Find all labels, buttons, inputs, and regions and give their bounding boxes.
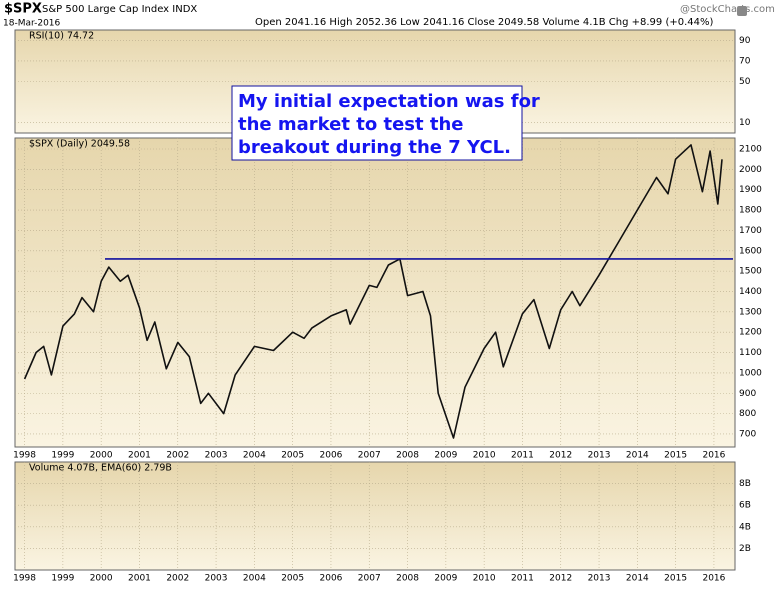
menu-icon[interactable] xyxy=(737,6,747,16)
y-tick-label: 70 xyxy=(739,56,751,66)
y-tick-label: 2000 xyxy=(739,165,762,175)
y-tick-label: 90 xyxy=(739,36,751,46)
x-tick-label: 2009 xyxy=(434,574,457,584)
x-tick-label: 1998 xyxy=(13,574,36,584)
quote: Open 2041.16 High 2052.36 Low 2041.16 Cl… xyxy=(255,17,713,28)
x-tick-label: 2002 xyxy=(166,451,189,461)
y-tick-label: 2100 xyxy=(739,144,762,154)
y-tick-label: 1700 xyxy=(739,226,762,236)
x-tick-label: 2000 xyxy=(90,451,113,461)
y-tick-label: 1400 xyxy=(739,287,762,297)
annotation-text: My initial expectation was for xyxy=(238,91,540,112)
annotation-text: breakout during the 7 YCL. xyxy=(238,137,511,158)
panel xyxy=(14,461,736,571)
x-tick-label: 2006 xyxy=(320,574,343,584)
panel-label: Volume 4.07B, EMA(60) 2.79B xyxy=(29,463,172,474)
annotation-box xyxy=(231,85,523,161)
y-tick-label: 2B xyxy=(739,544,751,554)
x-tick-label: 2000 xyxy=(90,574,113,584)
x-tick-label: 2005 xyxy=(281,451,304,461)
y-tick-label: 1600 xyxy=(739,246,762,256)
x-tick-label: 2016 xyxy=(702,574,725,584)
y-tick-label: 8B xyxy=(739,479,751,489)
y-tick-label: 6B xyxy=(739,501,751,511)
x-tick-label: 2002 xyxy=(166,574,189,584)
y-tick-label: 800 xyxy=(739,409,756,419)
x-tick-label: 2010 xyxy=(473,451,496,461)
y-tick-label: 50 xyxy=(739,77,751,87)
y-tick-label: 1100 xyxy=(739,348,762,358)
x-tick-label: 2010 xyxy=(473,574,496,584)
y-tick-label: 1500 xyxy=(739,267,762,277)
y-tick-label: 1200 xyxy=(739,328,762,338)
x-tick-label: 2016 xyxy=(702,451,725,461)
brand: @StockCharts.com xyxy=(680,4,775,15)
x-tick-label: 2001 xyxy=(128,574,151,584)
x-tick-label: 2006 xyxy=(320,451,343,461)
panel-label: $SPX (Daily) 2049.58 xyxy=(29,139,130,150)
y-tick-label: 1300 xyxy=(739,307,762,317)
y-tick-label: 700 xyxy=(739,429,756,439)
x-tick-label: 2012 xyxy=(549,574,572,584)
x-tick-label: 2012 xyxy=(549,451,572,461)
x-tick-label: 2015 xyxy=(664,574,687,584)
x-tick-label: 2014 xyxy=(626,574,649,584)
x-tick-label: 2011 xyxy=(511,451,534,461)
y-tick-label: 1800 xyxy=(739,206,762,216)
x-tick-label: 2003 xyxy=(205,451,228,461)
x-tick-label: 2007 xyxy=(358,574,381,584)
x-tick-label: 1999 xyxy=(51,451,74,461)
y-tick-label: 1000 xyxy=(739,368,762,378)
x-tick-label: 1999 xyxy=(51,574,74,584)
index-name: S&P 500 Large Cap Index INDX xyxy=(42,4,197,15)
annotation-text: the market to test the xyxy=(238,114,464,135)
x-tick-label: 2003 xyxy=(205,574,228,584)
panel-label: RSI(10) 74.72 xyxy=(29,31,94,42)
x-tick-label: 2014 xyxy=(626,451,649,461)
x-tick-label: 2013 xyxy=(588,451,611,461)
y-tick-label: 4B xyxy=(739,522,751,532)
symbol: $SPX xyxy=(4,2,42,17)
x-tick-label: 2008 xyxy=(396,574,419,584)
price-line xyxy=(23,144,723,439)
x-tick-label: 2015 xyxy=(664,451,687,461)
x-tick-label: 2007 xyxy=(358,451,381,461)
x-tick-label: 2004 xyxy=(243,574,266,584)
x-tick-label: 1998 xyxy=(13,451,36,461)
y-tick-label: 900 xyxy=(739,389,756,399)
x-tick-label: 2009 xyxy=(434,451,457,461)
x-tick-label: 2013 xyxy=(588,574,611,584)
x-tick-label: 2005 xyxy=(281,574,304,584)
date: 18-Mar-2016 xyxy=(3,19,61,29)
x-tick-label: 2001 xyxy=(128,451,151,461)
y-tick-label: 10 xyxy=(739,118,751,128)
x-tick-label: 2011 xyxy=(511,574,534,584)
x-tick-label: 2008 xyxy=(396,451,419,461)
x-tick-label: 2004 xyxy=(243,451,266,461)
panel xyxy=(14,137,736,448)
y-tick-label: 1900 xyxy=(739,185,762,195)
